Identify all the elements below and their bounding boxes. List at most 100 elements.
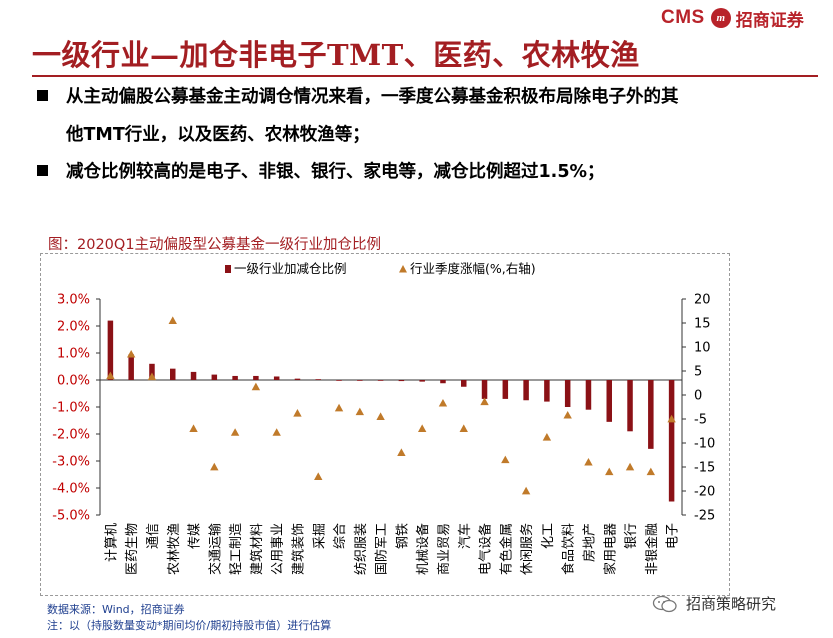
x-tick-label: 综合: [333, 523, 348, 549]
bar-传媒: [190, 371, 197, 380]
page-title: 一级行业—加仓非电子TMT、医药、农林牧渔: [32, 38, 640, 72]
marker-综合: [334, 403, 344, 412]
bar-电子: [668, 380, 675, 502]
left-tick-label: 1.0%: [57, 347, 90, 362]
bar-化工: [544, 380, 550, 402]
bar-国防军工: [377, 380, 384, 381]
bullet-square-icon: [37, 90, 48, 101]
marker-商业贸易: [438, 398, 448, 407]
x-tick-label: 汽车: [457, 523, 473, 549]
bar-汽车: [461, 380, 467, 387]
x-tick-label: 房地产: [581, 523, 597, 562]
x-tick-label: 有色金属: [498, 523, 514, 575]
x-tick-label: 钢铁: [395, 523, 410, 549]
legend-bar-swatch: [225, 265, 231, 273]
right-tick-label: 5: [694, 365, 702, 380]
marker-计算机: [106, 371, 115, 380]
watermark: 招商策略研究: [652, 593, 776, 614]
chart-frame: [40, 253, 730, 596]
right-tick-label: -5: [694, 413, 707, 428]
bar-非银金融: [648, 380, 654, 449]
bar-轻工制造: [232, 375, 238, 380]
bar-钢铁: [398, 380, 405, 382]
x-tick-label: 建筑装饰: [290, 523, 306, 575]
source-note: 数据来源：Wind，招商证券: [47, 603, 185, 616]
bullet-1: 从主动偏股公募基金主动调仓情况来看，一季度公募基金积极布局除电子外的其: [37, 86, 679, 108]
marker-电气设备: [480, 397, 489, 406]
right-tick-label: 0: [694, 389, 702, 404]
marker-医药生物: [126, 350, 136, 358]
bar-机械设备: [419, 380, 425, 382]
bullet-1-line-2: 他TMT行业，以及医药、农林牧渔等；: [66, 125, 370, 145]
legend-marker-swatch: [399, 265, 407, 273]
marker-通信: [147, 372, 157, 381]
x-tick-label: 医药生物: [125, 523, 140, 575]
marker-传媒: [189, 424, 198, 432]
x-tick-label: 传媒: [188, 523, 203, 549]
marker-家用电器: [605, 467, 614, 476]
x-tick-label: 电子: [666, 523, 681, 549]
bullet-2-text-b: 1.5%；: [538, 162, 605, 182]
x-tick-label: 非银金融: [644, 523, 660, 575]
bar-建筑材料: [253, 375, 259, 380]
x-tick-label: 采掘: [312, 523, 327, 549]
bullet-square-icon: [37, 165, 48, 176]
right-tick-label: 20: [694, 293, 711, 308]
marker-休闲服务: [521, 486, 531, 495]
marker-农林牧渔: [168, 316, 177, 324]
left-tick-label: 0.0%: [57, 374, 90, 389]
marker-轻工制造: [230, 428, 240, 436]
left-tick-label: 2.0%: [57, 320, 90, 335]
logo-cms-text: CMS: [661, 7, 705, 28]
marker-交通运输: [210, 462, 219, 471]
bar-电气设备: [481, 380, 488, 399]
marker-建筑材料: [251, 382, 261, 391]
bullet-2: 减仓比例较高的是电子、非银、银行、家电等，减仓比例超过1.5%；: [37, 161, 605, 183]
x-tick-label: 商业贸易: [437, 523, 452, 575]
x-tick-label: 通信: [146, 523, 161, 549]
logo-cn-text: 招商证券: [735, 10, 804, 31]
bar-农林牧渔: [170, 368, 176, 380]
bar-有色金属: [502, 380, 509, 399]
title-divider: [32, 75, 818, 77]
right-tick-label: 10: [694, 341, 711, 356]
right-tick-label: -25: [694, 509, 715, 524]
bar-公用事业: [273, 376, 280, 380]
bar-休闲服务: [523, 380, 529, 401]
marker-房地产: [584, 458, 593, 466]
left-tick-label: -5.0%: [52, 509, 90, 524]
brand-logo: CMS m 招商证券: [661, 6, 826, 31]
marker-汽车: [459, 424, 468, 432]
watermark-text: 招商策略研究: [686, 595, 777, 613]
x-tick-label: 计算机: [104, 523, 119, 562]
bar-通信: [149, 363, 155, 380]
bar-房地产: [585, 380, 592, 410]
marker-银行: [625, 462, 635, 471]
marker-化工: [542, 433, 552, 441]
x-tick-label: 化工: [541, 523, 556, 549]
legend-bar-label: 一级行业加减仓比例: [234, 261, 347, 276]
marker-非银金融: [646, 467, 656, 476]
bar-银行: [627, 380, 633, 432]
right-tick-label: -20: [694, 485, 715, 500]
x-tick-label: 休闲服务: [519, 523, 535, 575]
bar-家用电器: [606, 380, 612, 422]
x-tick-label: 农林牧渔: [167, 523, 182, 575]
left-tick-label: -2.0%: [52, 428, 90, 443]
bar-商业贸易: [440, 380, 446, 384]
x-tick-label: 银行: [624, 523, 639, 549]
left-tick-label: -4.0%: [52, 482, 90, 497]
bar-医药生物: [128, 354, 134, 380]
bullet-1-text-b: 公募基金积极布局除电子外的其: [433, 87, 679, 107]
bar-建筑装饰: [294, 378, 301, 380]
logo-mark-icon: m: [710, 8, 731, 28]
bar-交通运输: [211, 374, 218, 380]
marker-钢铁: [397, 448, 406, 456]
x-tick-label: 国防军工: [374, 523, 390, 575]
bar-综合: [336, 380, 342, 381]
marker-采掘: [314, 472, 323, 480]
bar-纺织服装: [357, 380, 363, 381]
x-tick-label: 公用事业: [271, 523, 286, 575]
wechat-icon: [652, 595, 677, 612]
